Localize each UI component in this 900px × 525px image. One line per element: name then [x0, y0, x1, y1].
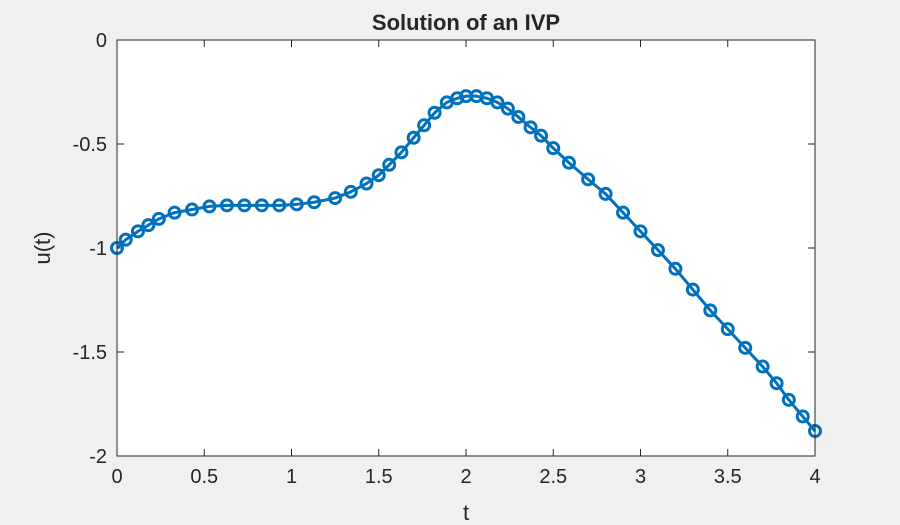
y-tick-label: 0	[96, 30, 107, 52]
data-point-marker	[307, 195, 322, 210]
data-point-marker	[382, 157, 397, 172]
x-tick-label: 4	[809, 466, 820, 488]
x-tick-label: 1	[286, 466, 297, 488]
data-point-marker	[598, 186, 613, 201]
x-tick-label: 3.5	[714, 466, 742, 488]
data-point-marker	[720, 322, 735, 337]
data-point-marker	[650, 243, 665, 258]
data-point-marker	[167, 205, 182, 220]
data-point-marker	[781, 392, 796, 407]
data-point-marker	[490, 95, 505, 110]
plot-area	[117, 40, 815, 456]
data-point-marker	[118, 232, 133, 247]
data-point-marker	[371, 168, 386, 183]
y-tick-label: -2	[89, 446, 107, 468]
data-point-marker	[254, 198, 269, 213]
data-point-marker	[795, 409, 810, 424]
data-point-marker	[202, 199, 217, 214]
data-point-marker	[450, 91, 465, 106]
x-tick-label: 0	[111, 466, 122, 488]
y-axis-label: u(t)	[30, 232, 55, 265]
series-layer	[110, 89, 822, 439]
data-point-marker	[130, 224, 145, 239]
data-point-marker	[289, 197, 304, 212]
data-point-marker	[769, 376, 784, 391]
data-point-marker	[237, 198, 252, 213]
x-tick-label: 0.5	[190, 466, 218, 488]
data-point-marker	[546, 141, 561, 156]
data-point-marker	[685, 282, 700, 297]
data-point-marker	[581, 172, 596, 187]
data-point-marker	[616, 205, 631, 220]
x-axis-label: t	[463, 500, 469, 525]
data-point-marker	[185, 202, 200, 217]
data-point-marker	[668, 261, 683, 276]
x-tick-label: 2.5	[539, 466, 567, 488]
chart-title: Solution of an IVP	[372, 10, 560, 35]
data-point-marker	[523, 120, 538, 135]
x-tick-label: 2	[460, 466, 471, 488]
data-point-marker	[427, 105, 442, 120]
data-point-marker	[511, 109, 526, 124]
data-point-marker	[219, 198, 234, 213]
y-tick-label: -1	[89, 238, 107, 260]
ticks-layer: 0 0.5 1 1.5 2 2.5 3 3.5 4 0 -0.5 -1 -1.5 -2	[73, 30, 821, 488]
data-point-marker	[703, 303, 718, 318]
data-point-marker	[151, 211, 166, 226]
data-point-marker	[500, 101, 515, 116]
data-point-marker	[394, 145, 409, 160]
data-point-marker	[417, 118, 432, 133]
data-point-marker	[738, 340, 753, 355]
data-point-marker	[328, 191, 343, 206]
x-tick-label: 1.5	[365, 466, 393, 488]
data-point-marker	[343, 184, 358, 199]
data-point-marker	[755, 359, 770, 374]
data-point-marker	[561, 155, 576, 170]
data-point-marker	[633, 224, 648, 239]
data-point-marker	[359, 176, 374, 191]
plot-border	[116, 39, 816, 457]
x-tick-label: 3	[635, 466, 646, 488]
data-point-marker	[141, 218, 156, 233]
data-point-marker	[534, 128, 549, 143]
y-tick-label: -1.5	[73, 342, 107, 364]
data-point-marker	[272, 198, 287, 213]
y-tick-label: -0.5	[73, 134, 107, 156]
data-point-marker	[406, 130, 421, 145]
